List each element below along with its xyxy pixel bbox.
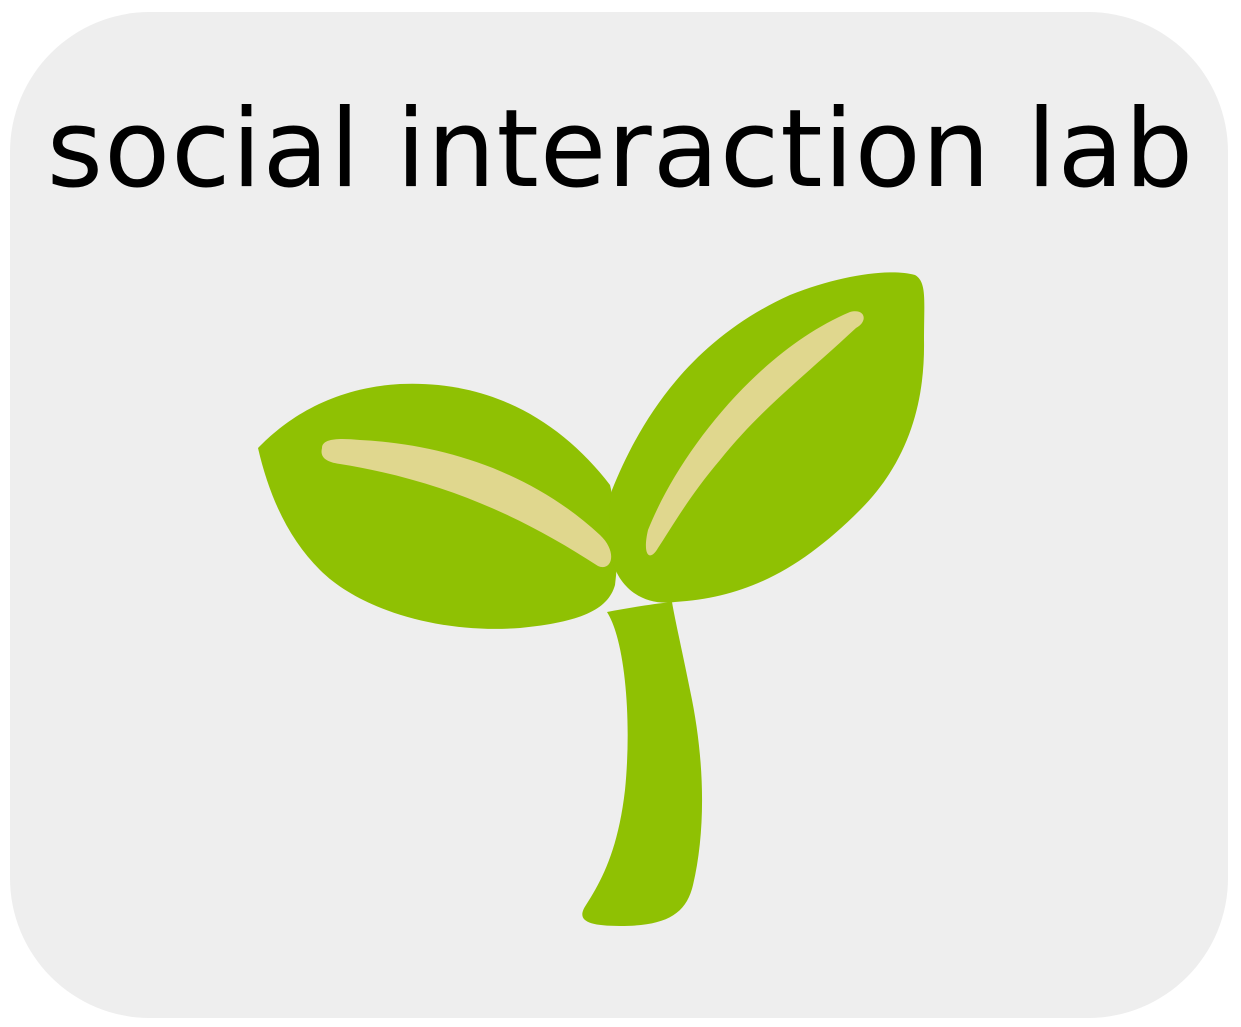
logo-title: social interaction lab <box>46 87 1195 212</box>
right-leaf <box>609 272 925 603</box>
left-leaf-vein <box>321 438 612 568</box>
right-leaf-vein <box>645 311 864 556</box>
stem <box>582 602 703 926</box>
